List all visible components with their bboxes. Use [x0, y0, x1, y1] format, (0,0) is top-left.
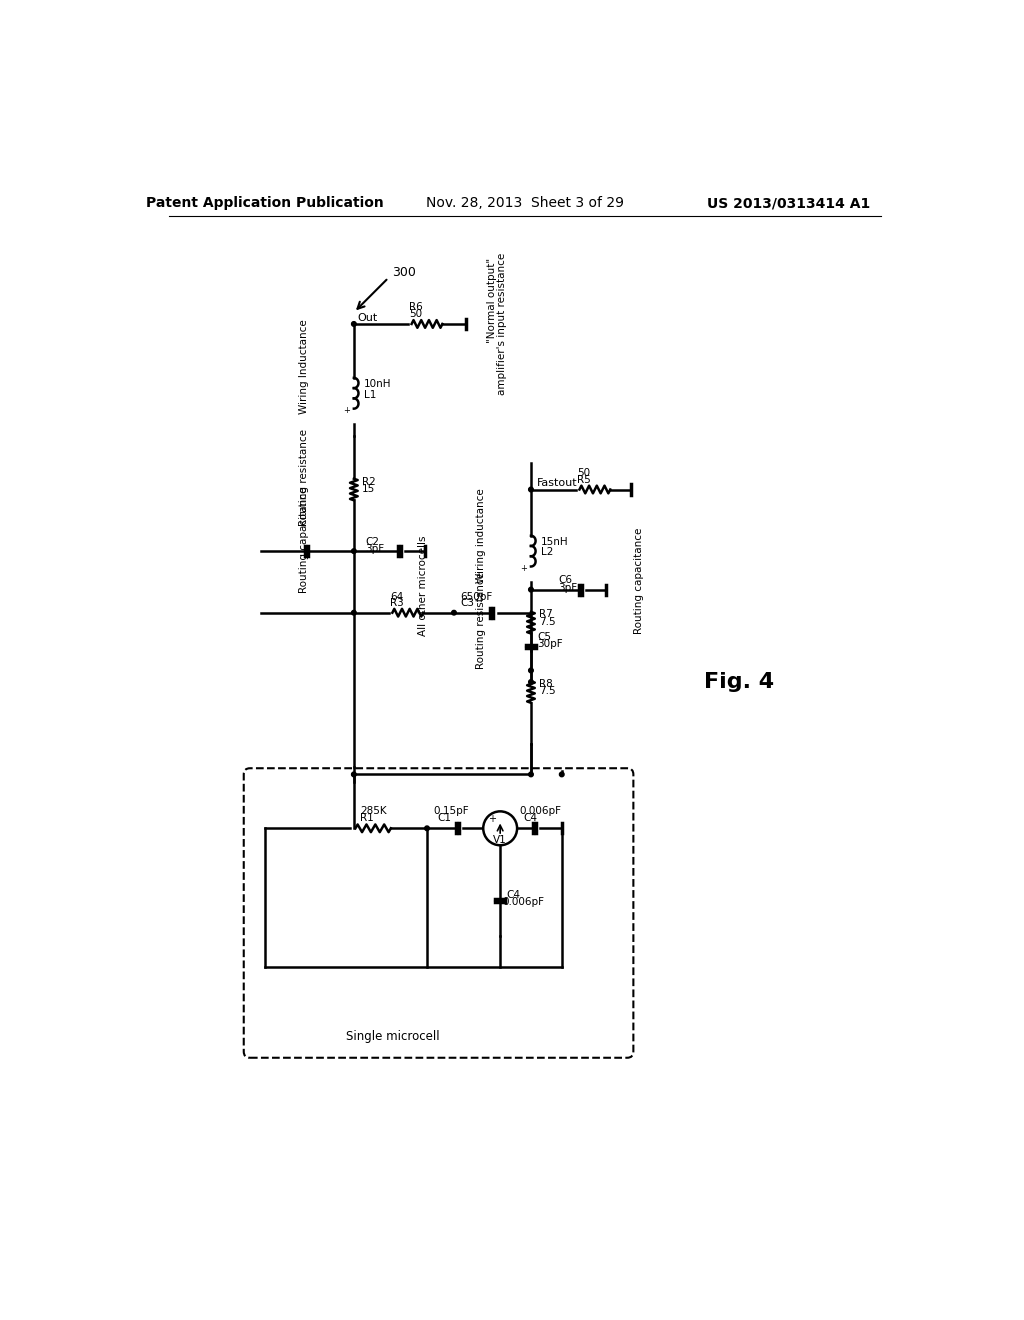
Text: C2: C2 [366, 537, 380, 546]
Text: R2: R2 [361, 477, 376, 487]
FancyBboxPatch shape [244, 768, 634, 1057]
Text: Routing resistance: Routing resistance [299, 429, 309, 527]
Text: All other microcells: All other microcells [418, 536, 428, 636]
Text: 50: 50 [410, 309, 423, 319]
Text: C4: C4 [523, 813, 538, 824]
Circle shape [559, 772, 564, 776]
Text: 0.006pF: 0.006pF [503, 898, 545, 907]
Text: R8: R8 [539, 678, 552, 689]
Text: R1: R1 [360, 813, 374, 824]
Text: Single microcell: Single microcell [345, 1030, 439, 1043]
Text: L2: L2 [541, 546, 553, 557]
Text: 0.15pF: 0.15pF [433, 807, 469, 816]
Text: R5: R5 [578, 475, 591, 486]
Text: +: + [343, 405, 350, 414]
Text: Routing resistance: Routing resistance [476, 572, 486, 669]
Circle shape [452, 610, 457, 615]
Text: 7.5: 7.5 [539, 616, 555, 627]
Circle shape [528, 680, 534, 684]
Text: +: + [520, 564, 527, 573]
Text: amplifier's input resistance: amplifier's input resistance [498, 253, 508, 395]
Text: Out: Out [357, 313, 378, 323]
Text: C1: C1 [437, 813, 451, 824]
Text: Routing capacitance: Routing capacitance [634, 527, 644, 634]
Circle shape [351, 322, 356, 326]
Text: 50: 50 [578, 469, 590, 478]
Text: US 2013/0313414 A1: US 2013/0313414 A1 [708, 197, 870, 210]
Text: +: + [488, 814, 497, 824]
Text: Fig. 4: Fig. 4 [703, 672, 774, 692]
Circle shape [528, 587, 534, 591]
Text: Wiring Inductance: Wiring Inductance [299, 319, 309, 413]
Text: 285K: 285K [360, 807, 387, 816]
Circle shape [351, 610, 356, 615]
Text: 30pF: 30pF [538, 639, 563, 649]
Text: V1: V1 [494, 834, 507, 845]
Text: R3: R3 [390, 598, 403, 609]
Text: 650pF: 650pF [460, 591, 493, 602]
Text: C3: C3 [460, 598, 474, 609]
Text: C5: C5 [538, 632, 551, 643]
Text: L1: L1 [364, 389, 376, 400]
Text: C4: C4 [506, 890, 520, 899]
Text: Fastout: Fastout [538, 478, 578, 488]
Text: 15nH: 15nH [541, 537, 568, 546]
Circle shape [351, 549, 356, 553]
Circle shape [528, 487, 534, 492]
Text: Routing capacitance: Routing capacitance [299, 486, 309, 593]
Text: Nov. 28, 2013  Sheet 3 of 29: Nov. 28, 2013 Sheet 3 of 29 [426, 197, 624, 210]
Circle shape [425, 826, 429, 830]
Text: 0.006pF: 0.006pF [519, 807, 561, 816]
Text: 300: 300 [392, 265, 416, 279]
Text: 10nH: 10nH [364, 379, 391, 389]
Text: Wiring inductance: Wiring inductance [476, 488, 486, 583]
Text: 3pF: 3pF [366, 544, 385, 554]
Circle shape [528, 668, 534, 673]
Text: R6: R6 [410, 302, 423, 312]
Text: 3pF: 3pF [558, 583, 578, 593]
Text: 64: 64 [390, 591, 403, 602]
Text: C6: C6 [558, 576, 572, 585]
Text: 15: 15 [361, 484, 375, 495]
Text: "Normal output": "Normal output" [487, 259, 498, 343]
Circle shape [528, 772, 534, 776]
Text: R7: R7 [539, 610, 552, 619]
Circle shape [351, 772, 356, 776]
Text: Patent Application Publication: Patent Application Publication [146, 197, 384, 210]
Text: 7.5: 7.5 [539, 686, 555, 696]
